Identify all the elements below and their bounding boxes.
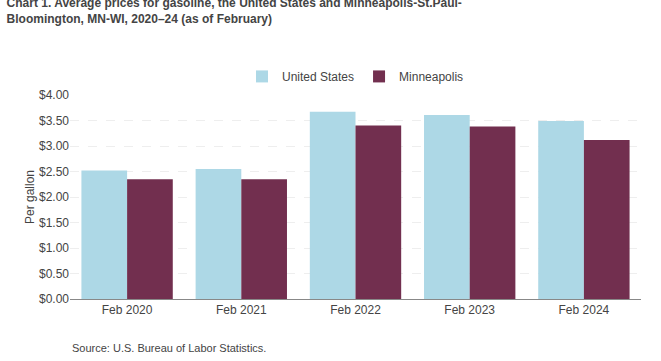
svg-text:Feb 2024: Feb 2024: [559, 303, 610, 317]
svg-text:Chart 1. Average prices for ga: Chart 1. Average prices for gasoline, th…: [7, 0, 462, 26]
svg-text:United States: United States: [282, 70, 354, 84]
svg-text:Feb 2021: Feb 2021: [216, 303, 267, 317]
svg-text:Feb 2022: Feb 2022: [330, 303, 381, 317]
svg-text:$3.00: $3.00: [39, 139, 69, 153]
svg-text:$0.00: $0.00: [39, 292, 69, 306]
svg-text:Per gallon: Per gallon: [23, 170, 37, 224]
svg-text:$1.50: $1.50: [39, 216, 69, 230]
svg-text:$1.00: $1.00: [39, 241, 69, 255]
svg-text:Feb 2020: Feb 2020: [102, 303, 153, 317]
svg-text:Minneapolis: Minneapolis: [399, 70, 463, 84]
svg-text:Feb 2023: Feb 2023: [444, 303, 495, 317]
svg-text:$4.00: $4.00: [39, 88, 69, 102]
svg-text:$3.50: $3.50: [39, 114, 69, 128]
svg-text:$2.50: $2.50: [39, 165, 69, 179]
svg-text:$0.50: $0.50: [39, 267, 69, 281]
svg-text:$2.00: $2.00: [39, 190, 69, 204]
svg-text:Source: U.S. Bureau of Labor S: Source: U.S. Bureau of Labor Statistics.: [72, 342, 266, 354]
